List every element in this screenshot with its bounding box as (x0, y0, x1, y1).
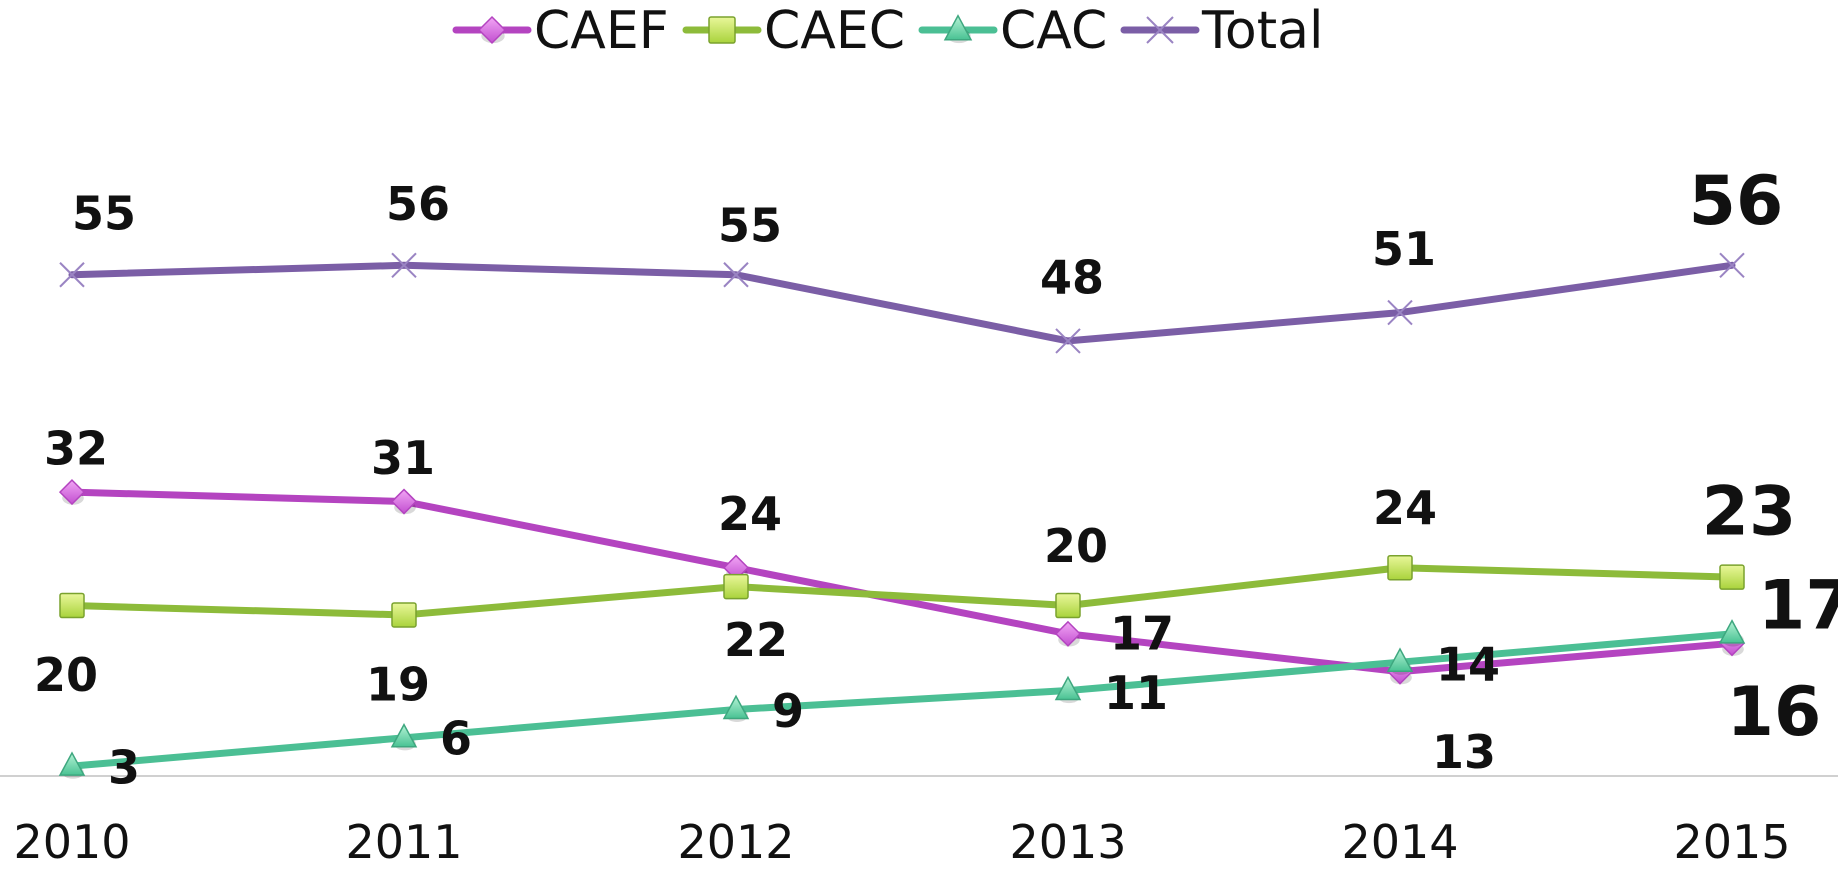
legend-label-cac: CAC (1000, 1, 1107, 61)
point-caef-2011 (390, 488, 418, 515)
point-caec-2014 (1387, 554, 1413, 581)
legend-label-caef: CAEF (534, 1, 669, 61)
point-caec-2011 (391, 602, 417, 628)
legend-marker-total (1146, 16, 1174, 44)
label-cac-2012: 9 (772, 684, 804, 738)
legend-item-cac: CAC (918, 1, 1107, 61)
label-caef-2010: 32 (44, 422, 108, 476)
legend-item-total: Total (1120, 1, 1323, 61)
label-cac-2014: 14 (1436, 638, 1500, 692)
legend-marker-cac (943, 14, 973, 44)
label-caec-2015: 23 (1702, 473, 1797, 552)
label-caec-2014: 24 (1373, 481, 1437, 535)
label-cac-2010: 3 (108, 741, 140, 795)
point-caef-2013 (1054, 620, 1082, 647)
label-caef-2012: 24 (718, 487, 782, 541)
line-cac (68, 630, 1736, 770)
point-total-2011 (391, 252, 417, 279)
label-caef-2013: 17 (1110, 606, 1174, 660)
label-caef-2015: 16 (1727, 673, 1822, 752)
label-cac-2015: 17 (1758, 566, 1838, 645)
x-tick-2015: 2015 (1673, 815, 1790, 869)
point-caef-2010 (58, 479, 86, 506)
label-cac-2013: 11 (1104, 666, 1168, 720)
point-cac-2012 (722, 694, 750, 723)
legend-label-total: Total (1201, 1, 1323, 61)
legend-marker-caec (708, 16, 736, 44)
point-total-2014 (1387, 299, 1413, 326)
point-caec-2013 (1055, 592, 1081, 619)
series-caec (59, 554, 1745, 628)
label-total-2010: 55 (72, 186, 136, 240)
point-cac-2013 (1054, 675, 1082, 704)
series-caef (58, 479, 1746, 685)
point-caec-2012 (723, 573, 749, 600)
point-total-2010 (59, 262, 85, 288)
label-caec-2013: 20 (1044, 519, 1108, 573)
point-total-2013 (1055, 328, 1081, 354)
label-total-2015: 56 (1689, 162, 1784, 241)
label-total-2011: 56 (386, 177, 450, 231)
point-cac-2014 (1386, 647, 1414, 675)
label-caec-2011: 19 (366, 657, 430, 711)
label-caef-2011: 31 (371, 431, 435, 485)
legend-item-caef: CAEF (452, 1, 669, 61)
point-cac-2015 (1718, 619, 1746, 647)
label-total-2014: 51 (1372, 222, 1436, 276)
line-total (68, 261, 1736, 345)
series-cac (58, 619, 1746, 779)
x-tick-2014: 2014 (1341, 815, 1458, 869)
series-layer (58, 252, 1746, 779)
series-total (59, 252, 1745, 354)
point-cac-2011 (390, 723, 418, 751)
label-total-2012: 55 (718, 198, 782, 252)
label-caec-2010: 20 (34, 648, 98, 702)
data-labels: 32 31 24 17 13 16 20 19 22 20 24 23 3 6 9 11 14 17 55 56 55 4… (34, 162, 1838, 795)
line-caef (68, 488, 1736, 676)
point-caec-2010 (59, 592, 85, 619)
x-tick-2010: 2010 (13, 815, 130, 869)
label-cac-2011: 6 (440, 711, 472, 765)
line-caec (68, 564, 1736, 619)
x-tick-2011: 2011 (345, 815, 462, 869)
point-total-2012 (723, 262, 749, 288)
x-tick-2012: 2012 (677, 815, 794, 869)
label-caec-2012: 22 (724, 613, 788, 667)
legend: CAEF CAEC CAC Total (452, 1, 1323, 61)
label-caef-2014: 13 (1432, 725, 1496, 779)
x-axis-ticks: 2010 2011 2012 2013 2014 2015 (13, 815, 1790, 869)
legend-item-caec: CAEC (682, 1, 905, 61)
legend-marker-caef (477, 15, 507, 45)
label-total-2013: 48 (1040, 250, 1104, 304)
point-cac-2010 (58, 751, 86, 779)
x-tick-2013: 2013 (1009, 815, 1126, 869)
legend-label-caec: CAEC (764, 1, 905, 61)
point-total-2015 (1719, 252, 1745, 279)
point-caec-2015 (1719, 564, 1745, 590)
